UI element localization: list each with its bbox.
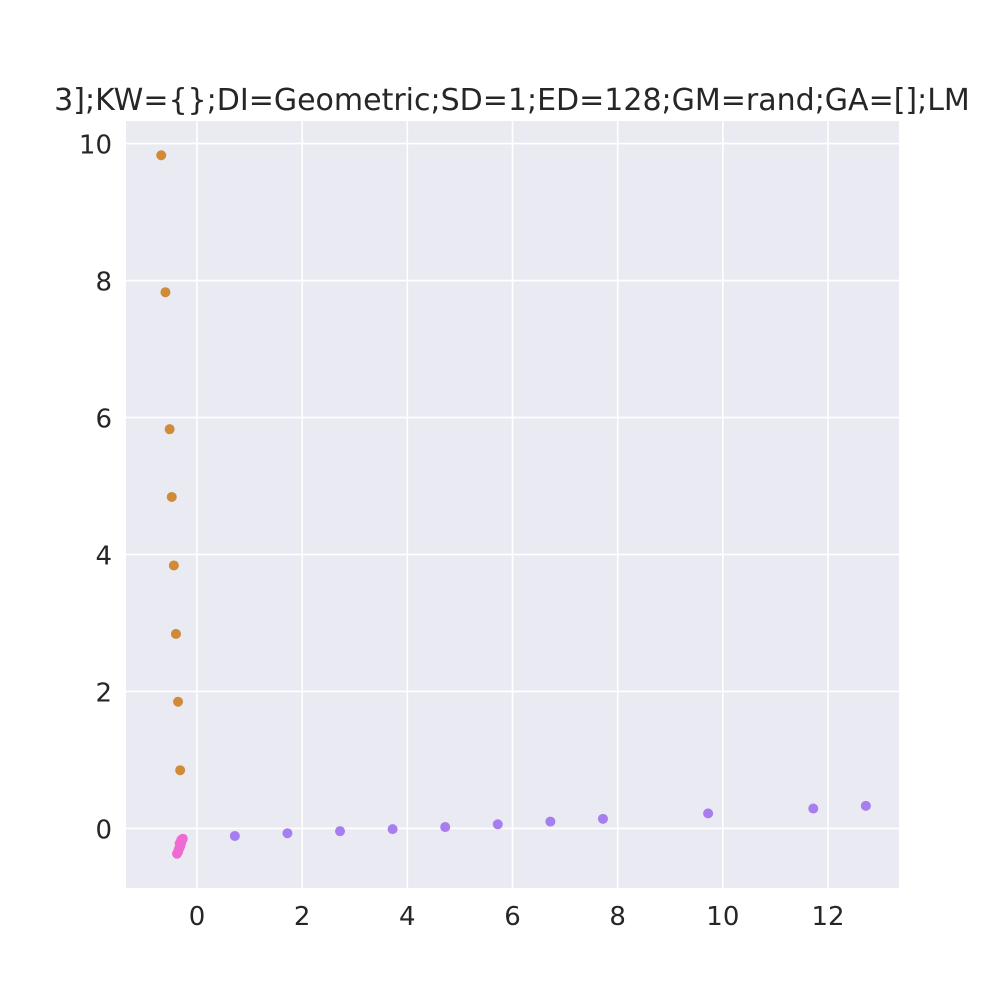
y-tick-label: 2	[95, 678, 112, 708]
x-tick-label: 2	[294, 902, 311, 932]
x-tick-label: 12	[811, 902, 844, 932]
x-tick-label: 0	[189, 902, 206, 932]
data-point	[174, 838, 185, 849]
data-point	[545, 816, 556, 827]
y-tick-label: 6	[95, 405, 112, 435]
data-point	[164, 424, 175, 435]
data-point	[335, 826, 346, 837]
data-point	[703, 808, 714, 819]
data-point	[170, 628, 181, 639]
x-tick-label: 8	[609, 902, 626, 932]
data-point	[492, 819, 503, 830]
y-tick-label: 8	[95, 268, 112, 298]
data-point	[229, 830, 240, 841]
data-point	[597, 813, 608, 824]
x-tick-labels: 0 2 4 6 8 10 12	[189, 902, 845, 932]
y-tick-label: 0	[95, 815, 112, 845]
grid-lines	[126, 121, 899, 888]
data-point	[175, 765, 186, 776]
y-tick-labels: 0 2 4 6 8 10	[79, 131, 112, 846]
data-point	[440, 822, 451, 833]
data-point	[160, 287, 171, 298]
y-tick-label: 10	[79, 131, 112, 161]
x-tick-label: 6	[504, 902, 521, 932]
data-point	[172, 848, 183, 859]
data-point	[282, 828, 293, 839]
data-points	[156, 150, 871, 859]
x-tick-label: 10	[706, 902, 739, 932]
data-point	[166, 491, 177, 502]
data-point	[173, 696, 184, 707]
chart-title: 3];KW={};DI=Geometric;SD=1;ED=128;GM=ran…	[54, 83, 970, 118]
data-point	[156, 150, 167, 161]
data-point	[808, 803, 819, 814]
y-tick-label: 4	[95, 541, 112, 571]
data-point	[168, 560, 179, 571]
x-tick-label: 4	[399, 902, 416, 932]
data-point	[387, 824, 398, 835]
data-point	[860, 800, 871, 811]
